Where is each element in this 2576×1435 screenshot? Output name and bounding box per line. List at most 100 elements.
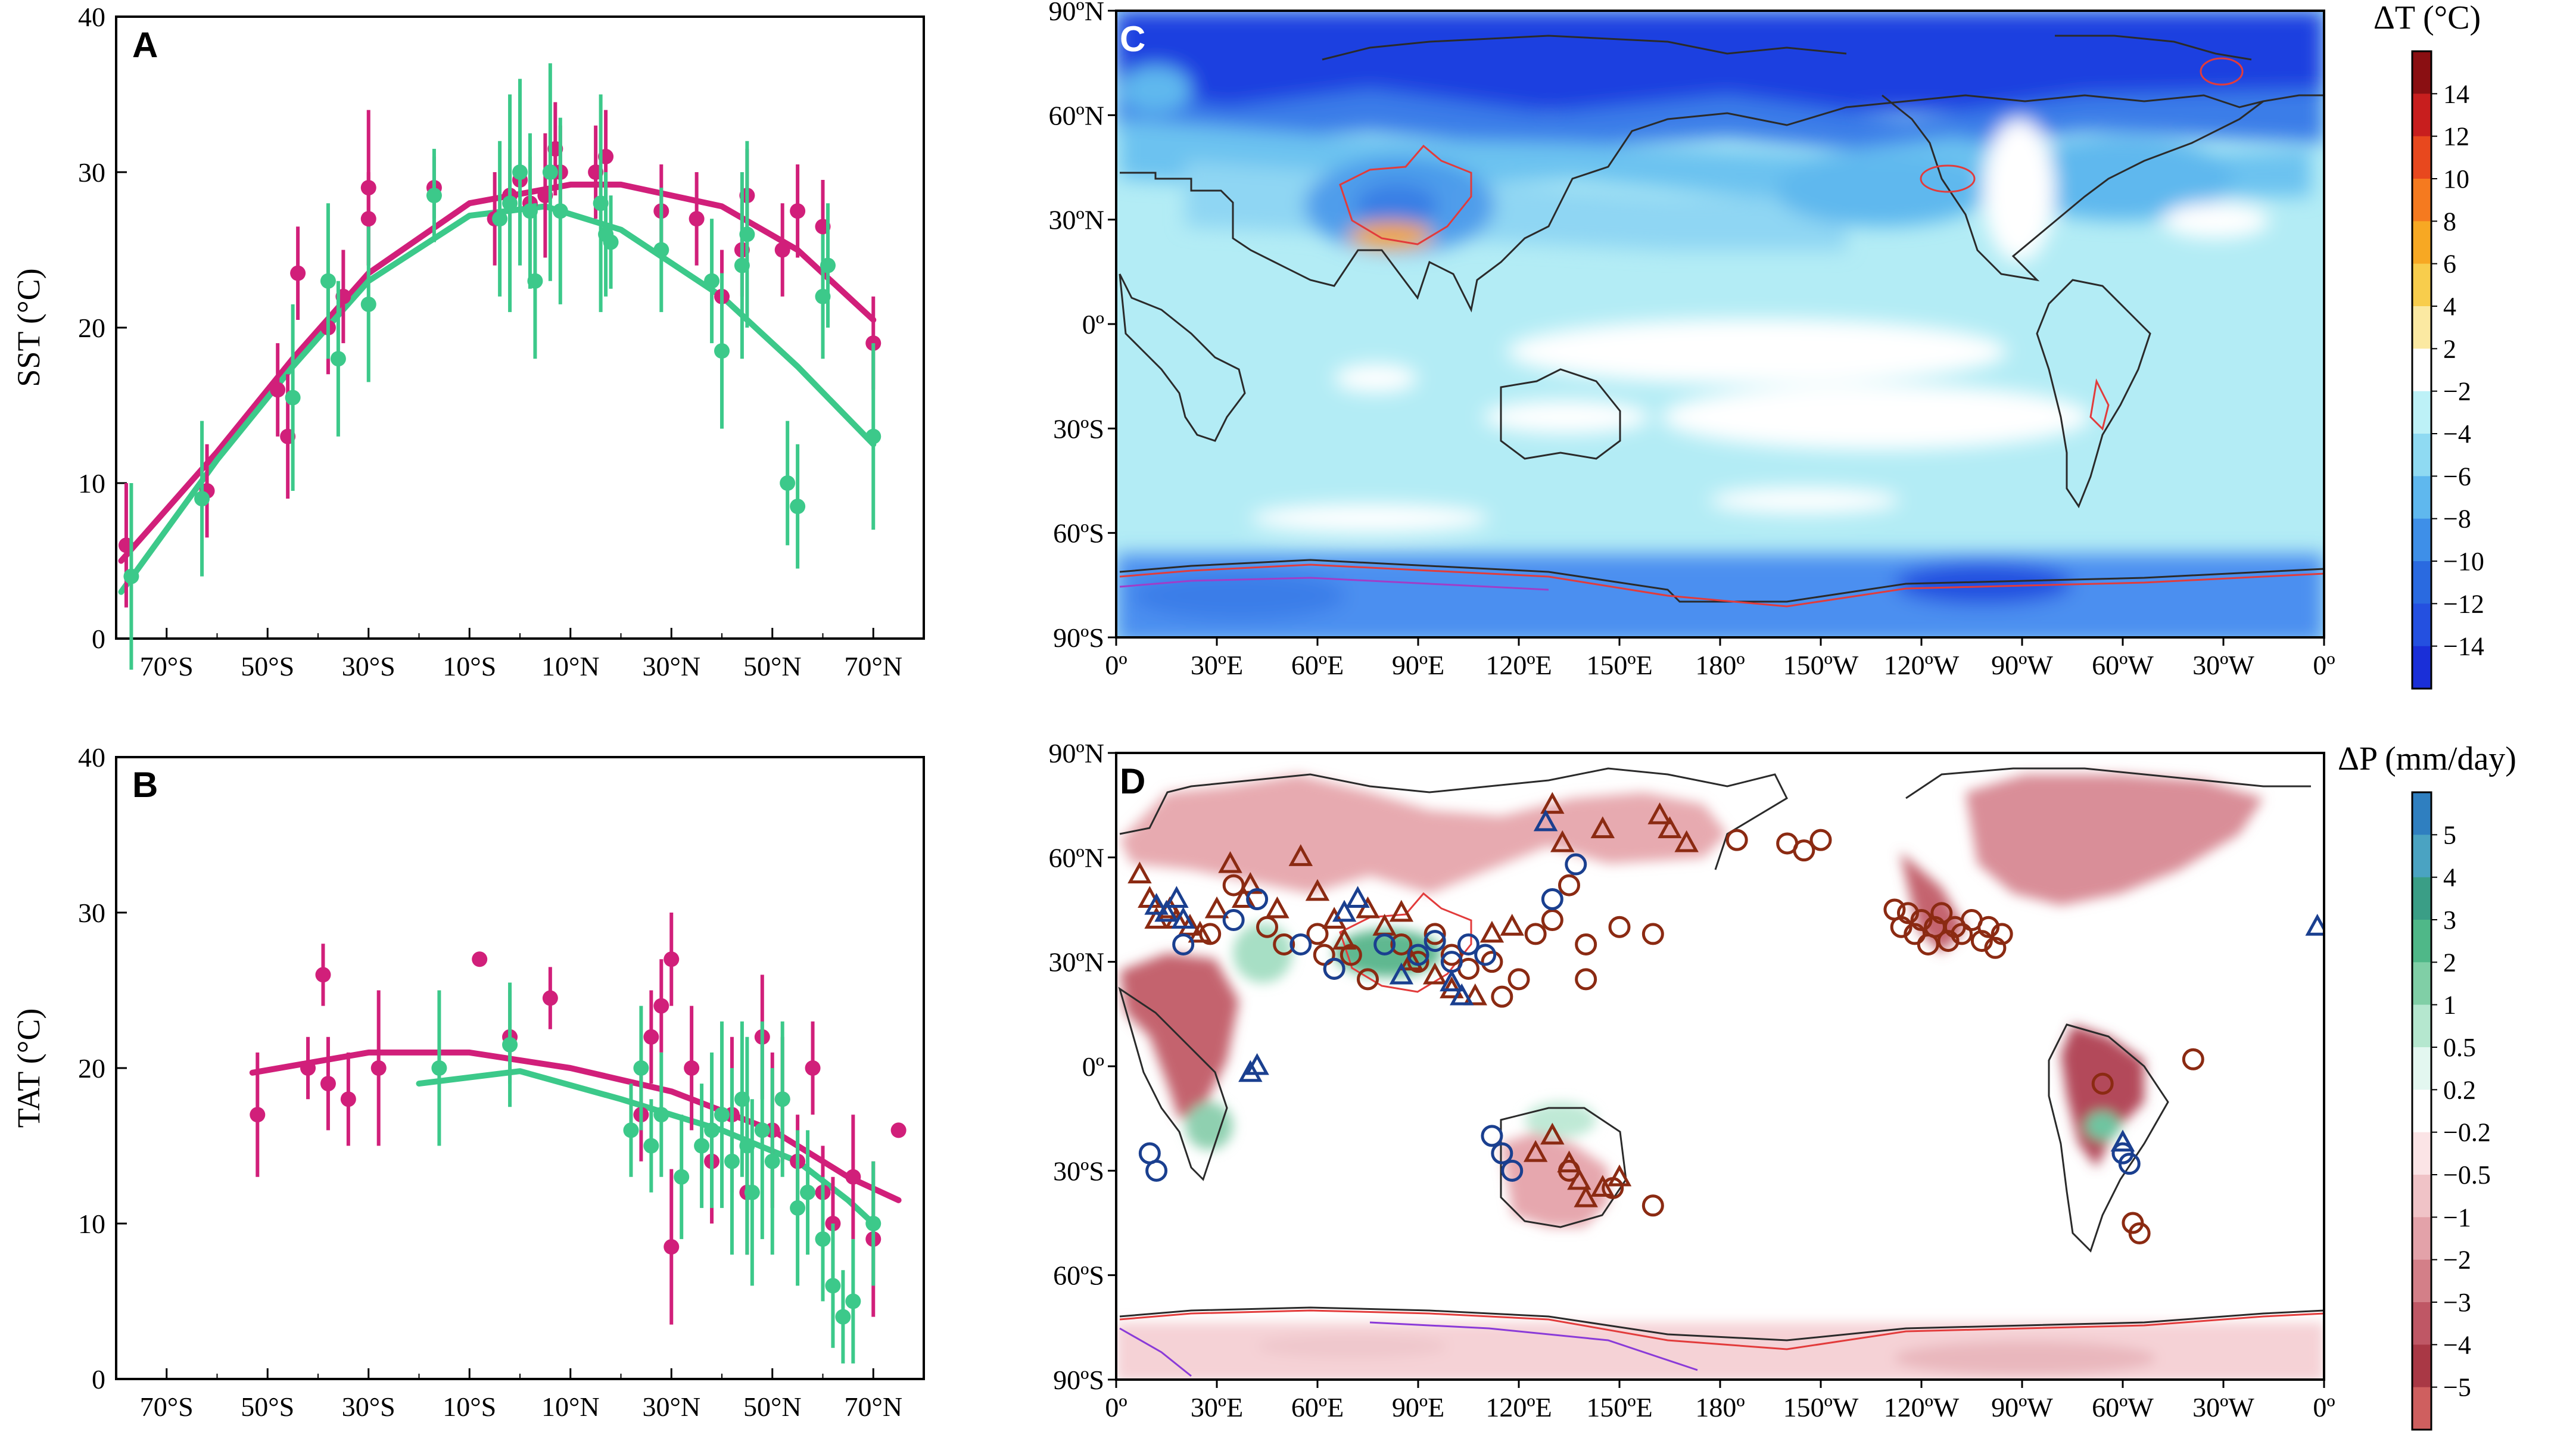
panel-c-colorbar-title: ΔT (°C): [2373, 0, 2481, 36]
panel-b-x-tick-label: 70°N: [844, 1392, 902, 1422]
proxy-circle-dry: [1575, 968, 1597, 991]
panel-d-colorbar-swatch: [2412, 1387, 2431, 1430]
proxy-triangle-dry: [1144, 907, 1169, 929]
panel-b-axes: 0 10 20 30 40 70°S 50°S 30°S 10°S 10°N 30°N 50°N 70°…: [78, 742, 924, 1422]
proxy-triangle-dry: [1567, 1168, 1591, 1190]
proxy-circle-dry: [2128, 1222, 2151, 1245]
proxy-circle-dry: [1491, 985, 1513, 1008]
panel-b-point-magenta: [250, 1052, 266, 1177]
panel-b-marker: [250, 1107, 266, 1123]
panel-b-y-axis-label: TAT (°C): [11, 1008, 46, 1128]
panel-b-marker: [774, 1091, 790, 1107]
panel-a-marker: [492, 211, 508, 227]
panel-d-colorbar-swatch: [2412, 962, 2431, 1006]
panel-b-point-green: [714, 1021, 730, 1208]
panel-c-colorbar-swatch: [2412, 603, 2431, 647]
panel-c-colorbar-swatch: [2412, 306, 2431, 349]
proxy-circle-dry: [1608, 916, 1631, 938]
proxy-triangle-dry: [1332, 927, 1357, 950]
panel-a-point-green: [426, 148, 442, 242]
panel-b-marker: [643, 1138, 659, 1154]
panel-c-map-field: [1116, 11, 2324, 637]
panel-d-colorbar-swatch: [2412, 1047, 2431, 1090]
panel-b-label: B: [132, 765, 158, 805]
panel-b-point-green: [835, 1270, 851, 1364]
panel-a-point-green: [552, 117, 568, 304]
proxy-circle-dry: [1984, 936, 2007, 959]
panel-b-marker: [865, 1216, 881, 1231]
proxy-triangle-dry: [1463, 983, 1488, 1006]
panel-a-point-green: [780, 421, 796, 546]
panel-d-colorbar-swatch: [2412, 1175, 2431, 1218]
panel-a-x-tick-label: 50°N: [743, 651, 802, 681]
panel-b-point-magenta: [890, 1122, 907, 1138]
proxy-triangle-dry: [1574, 1185, 1598, 1207]
panel-b-point-magenta: [472, 951, 488, 967]
panel-d-lat-label: 60ºS: [1053, 1260, 1104, 1291]
panel-d-proxy-sites: [1127, 792, 2324, 1245]
proxy-triangle-dry: [1399, 948, 1424, 971]
panel-a-point-green: [714, 273, 730, 429]
panel-a-point-green: [502, 94, 518, 312]
proxy-circle-wet: [1541, 888, 1563, 910]
panel-c-colorbar-label: −8: [2443, 505, 2471, 534]
panel-b-point-magenta: [664, 913, 680, 1006]
panel-b-marker: [315, 967, 331, 983]
proxy-triangle-dry: [1356, 896, 1380, 919]
panel-a-marker: [689, 211, 705, 227]
panel-b-point-magenta: [300, 1036, 316, 1100]
proxy-triangle-wet: [1154, 899, 1179, 922]
proxy-circle-dry: [2182, 1048, 2204, 1070]
panel-c-colorbar-label: 2: [2443, 334, 2456, 363]
proxy-circle-wet: [1373, 933, 1396, 955]
proxy-triangle-wet: [1345, 886, 1370, 908]
panel-b-marker: [653, 998, 669, 1014]
panel-c-colorbar-label: 8: [2443, 207, 2456, 236]
panel-d-lat-label: 30ºN: [1049, 947, 1104, 978]
panel-a-point-magenta: [774, 203, 790, 297]
panel-a-marker: [502, 195, 518, 211]
panel-b-point-green: [790, 1130, 806, 1286]
panel-b-x-tick-label: 50°S: [241, 1392, 294, 1422]
panel-c-label: C: [1120, 19, 1145, 59]
panel-c-lon-label: 0º: [2313, 650, 2335, 680]
proxy-triangle-dry: [1479, 920, 1505, 943]
panel-c-colorbar-swatch: [2412, 51, 2431, 94]
proxy-triangle-dry: [1178, 914, 1203, 936]
panel-a-marker: [704, 273, 720, 289]
panel-d-lat-label: 30ºS: [1053, 1156, 1104, 1186]
panel-a-x-tick-label: 10°N: [541, 651, 600, 681]
panel-a-marker: [603, 234, 619, 250]
panel-d-lon-label: 30ºE: [1191, 1392, 1243, 1422]
proxy-circle-dry: [1357, 968, 1379, 991]
panel-b-marker: [502, 1036, 518, 1053]
proxy-circle-dry: [1507, 968, 1530, 991]
panel-a-marker: [780, 475, 796, 491]
panel-a-point-green: [194, 421, 210, 577]
panel-c-colorbar-swatch: [2412, 391, 2431, 434]
panel-d-colorbar-label: 0.2: [2443, 1075, 2476, 1104]
panel-b-marker: [643, 1029, 659, 1045]
panel-a-point-green: [865, 343, 881, 530]
proxy-triangle-wet: [2110, 1129, 2135, 1152]
panel-d-colorbar-label: −0.2: [2443, 1118, 2491, 1147]
panel-d-colorbar-swatch: [2412, 835, 2431, 878]
panel-d-colorbar-label: −5: [2443, 1373, 2471, 1402]
panel-b-marker: [800, 1184, 816, 1200]
panel-c-lat-label: 0º: [1082, 309, 1104, 340]
panel-a-point-green: [603, 195, 619, 289]
panel-b-marker: [805, 1060, 821, 1076]
proxy-circle-dry: [1930, 902, 1953, 924]
proxy-circle-wet: [1501, 1159, 1524, 1182]
panel-a-y-tick-label: 20: [78, 313, 105, 343]
panel-c-lon-label: 90ºW: [1991, 650, 2053, 680]
panel-b-y-tick-label: 40: [78, 742, 105, 773]
panel-b-point-green: [674, 1115, 690, 1240]
panel-b-marker: [320, 1076, 336, 1092]
panel-a-marker: [290, 265, 306, 281]
panel-c-colorbar-label: 10: [2443, 164, 2469, 194]
proxy-circle-dry: [1481, 951, 1503, 973]
panel-a-x-tick-label: 50°S: [241, 651, 294, 681]
proxy-circle-dry: [1937, 930, 1960, 952]
proxy-triangle-wet: [1533, 809, 1558, 832]
